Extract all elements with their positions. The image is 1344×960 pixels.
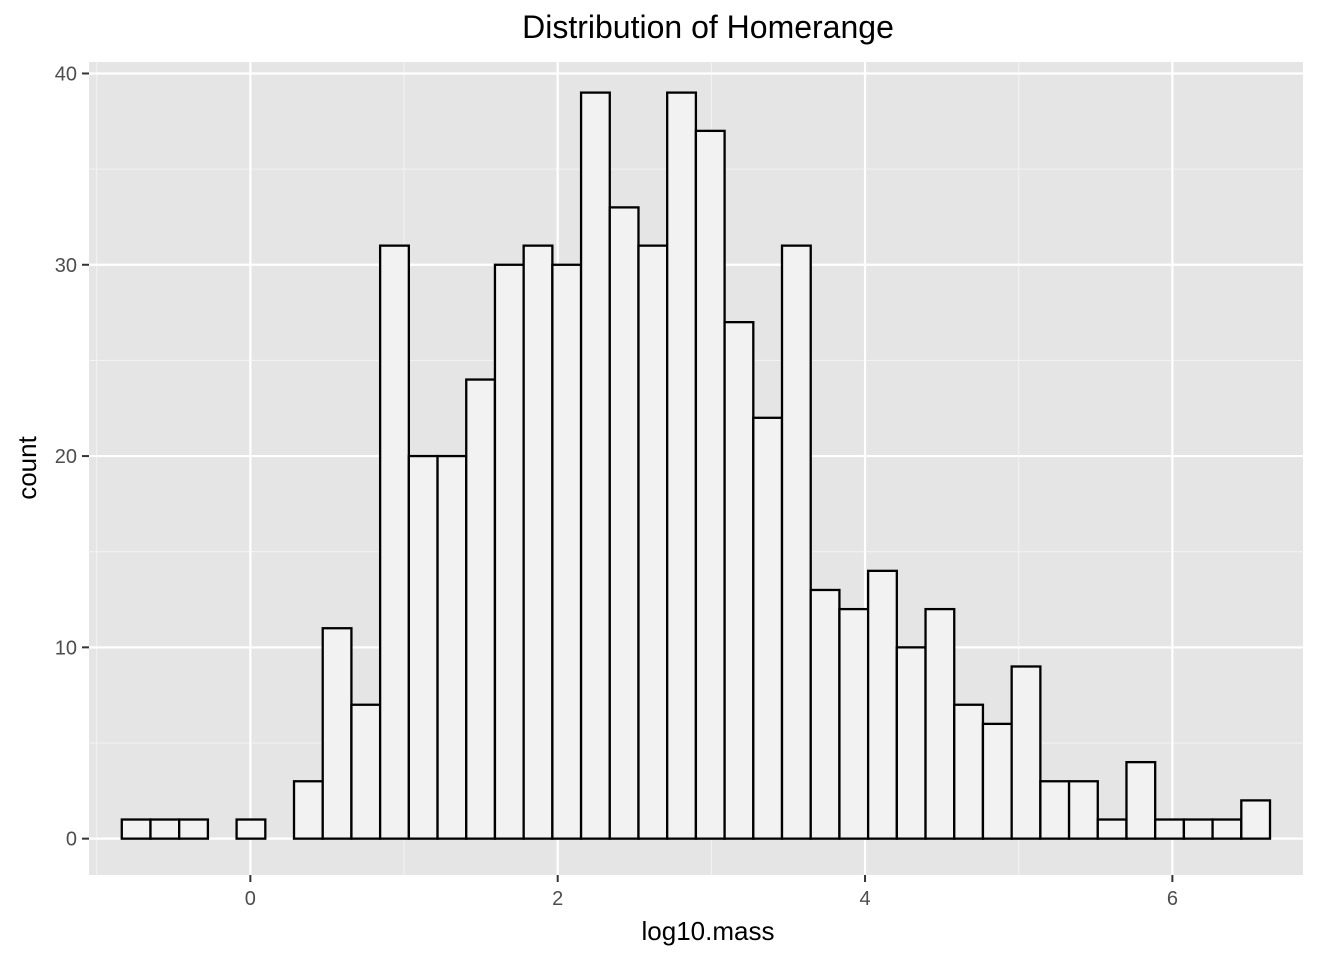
histogram-bar bbox=[1154, 818, 1186, 840]
histogram-bar bbox=[895, 646, 927, 840]
y-axis-title: count bbox=[12, 435, 42, 499]
histogram-bar bbox=[321, 627, 353, 840]
histogram-bar bbox=[579, 91, 611, 840]
histogram-bar bbox=[120, 818, 152, 840]
histogram-bar bbox=[1010, 665, 1042, 840]
histogram-bar bbox=[809, 588, 841, 840]
histogram-bar bbox=[1096, 818, 1128, 840]
histogram-bar bbox=[378, 244, 410, 840]
histogram-bar bbox=[694, 129, 726, 840]
x-axis-ticks: 0 2 4 6 bbox=[245, 875, 1178, 910]
y-tick-label: 40 bbox=[55, 63, 77, 85]
histogram-bar bbox=[637, 244, 669, 840]
histogram-bar bbox=[465, 378, 497, 840]
histogram-bar bbox=[1240, 799, 1272, 840]
histogram-bar bbox=[780, 244, 812, 840]
y-tick-label: 0 bbox=[66, 829, 77, 851]
histogram-bar bbox=[493, 263, 525, 840]
histogram-bar bbox=[752, 416, 784, 840]
histogram-bars bbox=[120, 91, 1272, 840]
histogram-bar bbox=[1211, 818, 1243, 840]
histogram-bar bbox=[723, 321, 755, 840]
histogram-bar bbox=[1067, 780, 1099, 840]
histogram-bar bbox=[953, 703, 985, 840]
x-tick-label: 4 bbox=[859, 888, 870, 910]
histogram-bar bbox=[981, 722, 1013, 840]
histogram-bar bbox=[436, 454, 468, 840]
chart-title: Distribution of Homerange bbox=[522, 9, 894, 45]
histogram-bar bbox=[407, 454, 439, 840]
histogram-bar bbox=[1039, 780, 1071, 840]
histogram-bar bbox=[838, 607, 870, 840]
histogram-bar bbox=[350, 703, 382, 840]
y-tick-label: 10 bbox=[55, 637, 77, 659]
histogram-bar bbox=[522, 244, 554, 840]
histogram-bar bbox=[149, 818, 181, 840]
histogram-bar bbox=[178, 818, 210, 840]
histogram-bar bbox=[551, 263, 583, 840]
histogram-bar bbox=[1125, 760, 1157, 840]
histogram-bar bbox=[235, 818, 267, 840]
y-tick-label: 20 bbox=[55, 446, 77, 468]
x-axis-title: log10.mass bbox=[642, 916, 775, 946]
histogram-bar bbox=[608, 206, 640, 840]
x-tick-label: 2 bbox=[552, 888, 563, 910]
histogram-bar bbox=[292, 780, 324, 840]
x-tick-label: 6 bbox=[1167, 888, 1178, 910]
x-tick-label: 0 bbox=[245, 888, 256, 910]
histogram-bar bbox=[1182, 818, 1214, 840]
y-axis-ticks: 0 10 20 30 40 bbox=[55, 63, 89, 851]
y-tick-label: 30 bbox=[55, 255, 77, 277]
histogram-bar bbox=[866, 569, 898, 840]
histogram-bar bbox=[924, 607, 956, 840]
histogram-bar bbox=[666, 91, 698, 840]
